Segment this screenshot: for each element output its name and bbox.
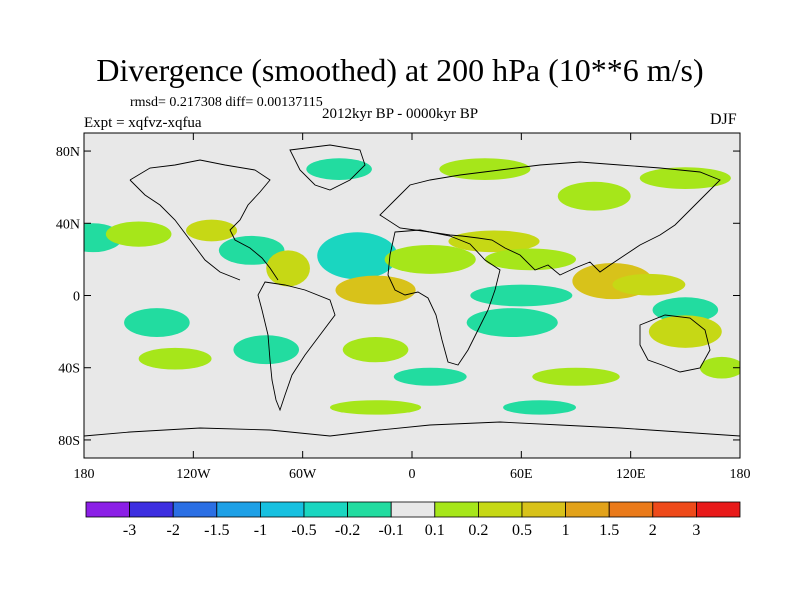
x-axis: 180 120W 60W 0 60E 120E 180 — [74, 133, 751, 482]
chart-subtitle: 2012kyr BP - 0000kyr BP — [321, 106, 479, 122]
divergence-field — [84, 158, 740, 415]
anomaly-region-2 — [186, 219, 238, 242]
anomaly-region-21 — [532, 367, 620, 386]
y-tick-label: 80S — [58, 434, 80, 449]
y-tick-label: 0 — [73, 290, 80, 305]
x-tick-label: 180 — [730, 467, 751, 482]
anomaly-region-15 — [466, 308, 558, 338]
colorbar-swatch-11 — [565, 501, 610, 518]
anomaly-region-10 — [470, 284, 573, 307]
colorbar-label: 2 — [649, 522, 657, 539]
anomaly-region-6 — [335, 275, 416, 305]
anomaly-region-1 — [105, 221, 172, 247]
colorbar-label: -1.5 — [204, 522, 229, 539]
x-tick-label: 120E — [616, 467, 646, 482]
coastline-north-america-pacific — [129, 179, 241, 281]
anomaly-region-26 — [439, 158, 531, 180]
anomaly-region-24 — [503, 400, 576, 415]
anomaly-region-16 — [342, 337, 409, 363]
anomaly-region-3 — [218, 235, 285, 265]
coastline-australia — [639, 314, 711, 373]
colorbar-swatch-2 — [172, 501, 218, 518]
colorbar-label: 1 — [562, 522, 570, 539]
coastline-europe-asia — [379, 161, 721, 276]
colorbar-label: -1 — [254, 522, 267, 539]
anomaly-region-12 — [612, 273, 686, 296]
coastline-south-america — [257, 281, 336, 412]
colorbar-label: -2 — [167, 522, 180, 539]
colorbar: -3 -2 -1.5 -1 -0.5 -0.2 -0.1 0.1 0.2 0.5 1 1.5 2 3 — [85, 501, 741, 539]
x-tick-label: 60W — [289, 467, 317, 482]
colorbar-swatch-10 — [521, 501, 566, 518]
colorbar-swatch-4 — [259, 501, 305, 518]
colorbar-swatch-12 — [608, 501, 654, 518]
anomaly-region-5 — [317, 232, 398, 280]
colorbar-swatch-8 — [434, 501, 479, 518]
colorbar-swatch-14 — [696, 501, 741, 518]
colorbar-swatch-1 — [129, 501, 174, 518]
colorbar-swatch-9 — [477, 501, 523, 518]
anomaly-region-4 — [266, 250, 310, 287]
y-tick-label: 40S — [58, 362, 80, 377]
anomaly-region-23 — [330, 400, 422, 415]
experiment-label: Expt = xqfvz-xqfua — [84, 115, 202, 131]
x-tick-label: 120W — [176, 467, 211, 482]
anomaly-region-7 — [384, 244, 476, 274]
colorbar-swatch-0 — [85, 501, 130, 518]
anomaly-region-13 — [652, 297, 719, 323]
anomaly-region-22 — [699, 356, 740, 379]
anomaly-region-19 — [138, 347, 212, 370]
colorbar-label: 0.5 — [512, 522, 532, 539]
y-tick-label: 40N — [56, 217, 80, 232]
x-tick-label: 180 — [74, 467, 95, 482]
x-tick-label: 60E — [510, 467, 533, 482]
anomaly-region-27 — [557, 181, 631, 211]
anomaly-region-25 — [306, 158, 372, 180]
anomaly-region-14 — [648, 315, 722, 348]
colorbar-label: 3 — [692, 522, 700, 539]
anomaly-region-9 — [484, 248, 576, 271]
anomaly-region-18 — [124, 308, 190, 338]
colorbar-swatch-7 — [390, 501, 436, 518]
colorbar-label: -0.1 — [379, 522, 404, 539]
colorbar-swatch-3 — [216, 501, 261, 518]
colorbar-swatch-5 — [303, 501, 348, 518]
coastline-north-america — [129, 159, 279, 281]
coastline-antarctica — [84, 421, 740, 437]
season-label: DJF — [710, 111, 737, 128]
chart-title: Divergence (smoothed) at 200 hPa (10**6 … — [96, 52, 704, 88]
colorbar-label: -0.5 — [291, 522, 316, 539]
colorbar-label: -3 — [123, 522, 136, 539]
rmsd-diff-stats: rmsd= 0.217308 diff= 0.00137115 — [130, 95, 323, 110]
anomaly-region-28 — [639, 167, 731, 189]
colorbar-label: 0.2 — [468, 522, 488, 539]
y-axis: 80N 40N 0 40S 80S — [56, 145, 740, 449]
colorbar-label: -0.2 — [335, 522, 360, 539]
colorbar-swatch-6 — [347, 501, 392, 518]
anomaly-region-20 — [393, 367, 467, 386]
colorbar-label: 1.5 — [599, 522, 619, 539]
colorbar-label: 0.1 — [425, 522, 445, 539]
coastline-greenland — [289, 144, 366, 191]
coastlines — [84, 144, 740, 437]
colorbar-swatch-13 — [652, 501, 697, 518]
anomaly-region-17 — [233, 335, 300, 365]
x-tick-label: 0 — [409, 467, 416, 482]
y-tick-label: 80N — [56, 145, 80, 160]
coastline-africa — [387, 229, 501, 366]
